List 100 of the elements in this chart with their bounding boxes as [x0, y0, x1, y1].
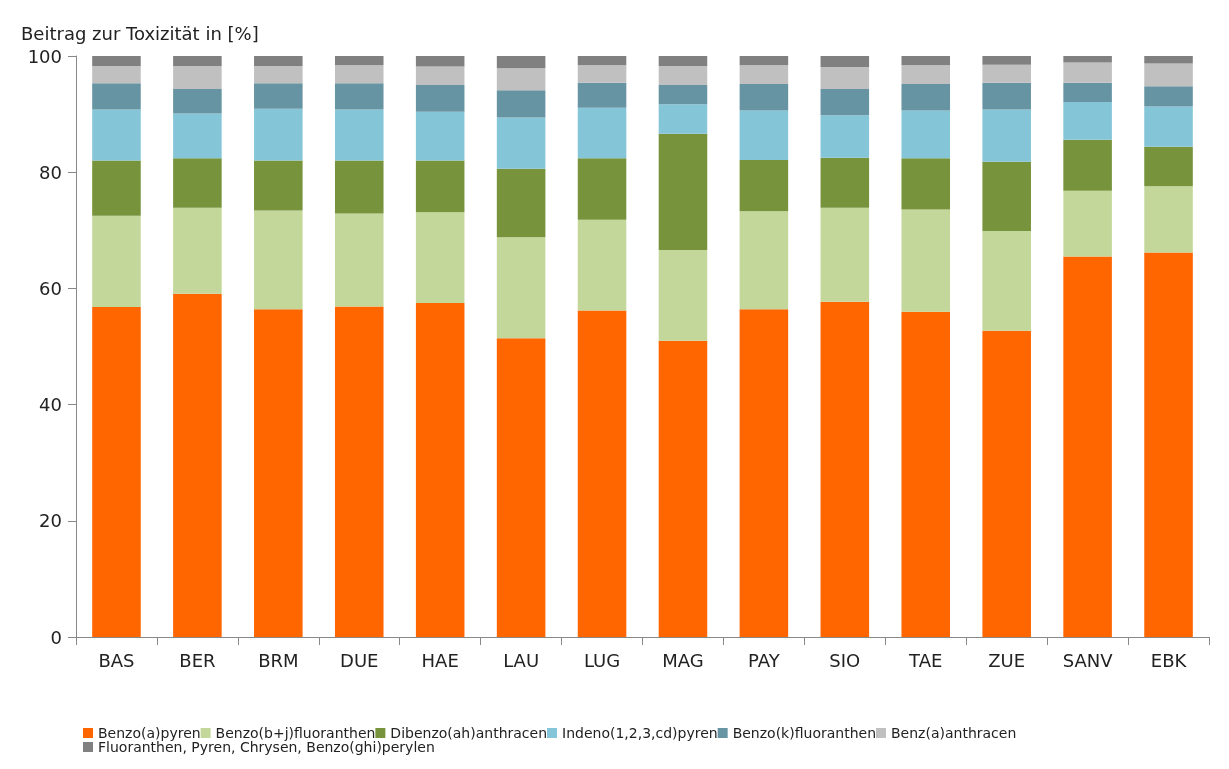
bar	[254, 108, 303, 161]
bar	[92, 65, 141, 84]
bar	[577, 219, 627, 311]
bar	[334, 65, 384, 84]
x-tick-label: SANV	[1062, 649, 1114, 671]
bar	[92, 306, 141, 637]
x-tick-label: ZUE	[988, 649, 1026, 671]
bar	[254, 160, 303, 211]
bar	[415, 212, 465, 303]
bar	[496, 117, 546, 169]
y-tick-label: 20	[39, 510, 62, 532]
y-tick-label: 0	[50, 626, 62, 648]
bar	[1063, 139, 1112, 191]
bar	[1063, 101, 1112, 140]
legend-label: Fluoranthen, Pyren, Chrysen, Benzo(ghi)perylen	[98, 739, 435, 755]
bar	[577, 65, 627, 83]
bar	[982, 330, 1031, 637]
y-tick-label: 40	[39, 394, 62, 416]
bar	[820, 67, 870, 90]
bar	[901, 311, 951, 637]
bar	[658, 104, 708, 134]
bar	[901, 158, 951, 210]
bar	[739, 110, 789, 160]
bar	[982, 56, 1031, 65]
bar	[1144, 186, 1193, 253]
bar	[254, 83, 303, 109]
legend-label: Benzo(b+j)fluoranthen	[215, 725, 376, 741]
x-tick-label: BRM	[258, 649, 299, 671]
bar	[577, 107, 627, 159]
bar	[496, 237, 546, 339]
bar	[92, 56, 141, 66]
bar	[658, 56, 708, 66]
bar	[1144, 86, 1193, 107]
bar	[92, 109, 141, 161]
bar	[254, 65, 303, 84]
bar	[820, 157, 870, 208]
bar	[1144, 63, 1193, 87]
bar	[658, 85, 708, 105]
bar	[1063, 56, 1112, 63]
x-tick-label: EBK	[1150, 649, 1188, 671]
bar	[415, 160, 465, 213]
bar	[496, 68, 546, 91]
bar	[901, 65, 951, 84]
bar	[1144, 146, 1193, 187]
bar	[334, 109, 384, 161]
bar	[577, 82, 627, 108]
bar	[415, 85, 465, 112]
bar	[739, 211, 789, 310]
bar	[92, 215, 141, 307]
bar	[173, 89, 222, 114]
bar	[658, 133, 708, 251]
bar	[739, 309, 789, 637]
bar	[577, 56, 627, 66]
bar	[820, 115, 870, 158]
bar	[415, 302, 465, 637]
bar	[1063, 62, 1112, 83]
x-tick-label: BER	[179, 649, 216, 671]
bar	[1144, 252, 1193, 637]
bar	[334, 213, 384, 307]
bar	[92, 160, 141, 216]
bar	[982, 230, 1031, 331]
x-tick-label: PAY	[748, 649, 781, 671]
bar	[982, 64, 1031, 83]
bar	[901, 209, 951, 312]
bar	[658, 340, 708, 637]
x-tick-label: LUG	[583, 649, 621, 671]
legend-label: Dibenzo(ah)anthracen	[390, 725, 548, 741]
x-tick-label: TAE	[908, 649, 943, 671]
bar	[739, 160, 789, 212]
bar	[92, 83, 141, 110]
bar	[1063, 256, 1112, 637]
bar	[334, 160, 384, 214]
legend-label: Benzo(k)fluoranthen	[732, 725, 877, 741]
bar	[658, 65, 708, 86]
x-tick-label: BAS	[98, 649, 135, 671]
bar	[901, 83, 951, 111]
bar	[1063, 190, 1112, 257]
bar	[415, 66, 465, 86]
bar	[1144, 56, 1193, 64]
bar	[739, 65, 789, 84]
bar	[173, 56, 222, 66]
y-tick-label: 100	[27, 45, 62, 67]
bar	[577, 310, 627, 637]
bar	[254, 56, 303, 66]
x-tick-label: HAE	[421, 649, 459, 671]
bar	[901, 110, 951, 159]
bar	[820, 207, 870, 302]
x-tick-label: MAG	[662, 649, 704, 671]
y-tick-label: 80	[39, 161, 62, 183]
bar	[173, 158, 222, 208]
x-tick-label: LAU	[503, 649, 540, 671]
legend-label: Benzo(a)pyren	[98, 725, 201, 741]
bar	[173, 65, 222, 90]
bar	[415, 111, 465, 161]
bar	[173, 207, 222, 294]
bar	[577, 158, 627, 220]
bar	[982, 161, 1031, 231]
bar	[415, 56, 465, 67]
bar	[739, 83, 789, 111]
y-axis-title: Beitrag zur Toxizität in [%]	[21, 22, 259, 44]
